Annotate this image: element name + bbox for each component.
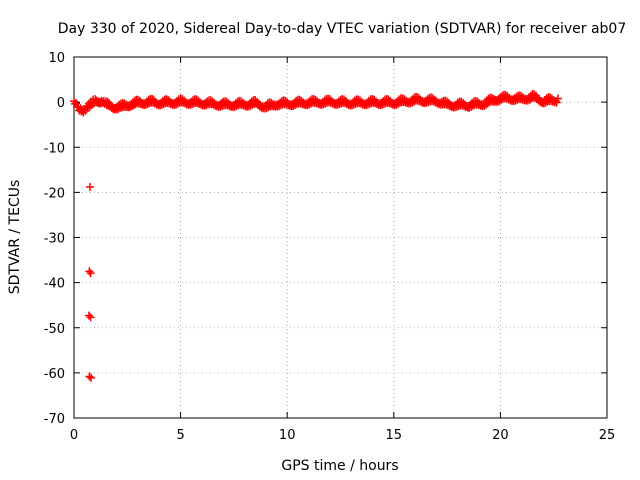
data-point (379, 99, 388, 108)
chart-title: Day 330 of 2020, Sidereal Day-to-day VTE… (58, 21, 627, 37)
y-axis-label: SDTVAR / TECUs (7, 180, 23, 295)
data-point (275, 102, 284, 111)
data-point (321, 99, 330, 108)
outlier-point (86, 269, 95, 278)
plot-frame (73, 56, 608, 419)
data-point (305, 100, 314, 109)
data-point (251, 96, 260, 105)
y-tick-label: -40 (44, 277, 65, 292)
outlier-point (85, 182, 94, 191)
data-point (157, 100, 166, 109)
data-point (319, 100, 328, 109)
data-point (246, 101, 255, 110)
data-point (172, 100, 181, 109)
outlier-point (85, 372, 94, 381)
y-tick-label: -10 (44, 141, 65, 156)
x-tick-label: 25 (599, 428, 616, 443)
data-point (530, 90, 539, 99)
y-tick-label: -30 (44, 232, 65, 247)
data-point (291, 101, 300, 110)
x-axis-label: GPS time / hours (281, 458, 398, 474)
y-tick-label: -50 (44, 322, 65, 337)
grid-lines (74, 57, 607, 418)
data-point (349, 100, 358, 109)
data-point (553, 94, 562, 103)
data-point (469, 101, 478, 110)
outlier-point (84, 311, 93, 320)
outlier-point (87, 373, 96, 382)
x-tick-label: 20 (492, 428, 509, 443)
data-point (143, 99, 152, 108)
y-tick-label: 0 (57, 96, 65, 111)
x-axis-ticks: 0 5 10 15 20 25 (70, 57, 615, 443)
y-tick-label: -70 (44, 412, 65, 427)
data-point (408, 98, 417, 107)
data-point (511, 96, 520, 105)
x-tick-label: 15 (386, 428, 403, 443)
outlier-point (86, 313, 95, 322)
x-tick-label: 10 (279, 428, 296, 443)
x-tick-label: 0 (70, 428, 78, 443)
data-point (378, 100, 387, 109)
outlier-point (85, 267, 94, 276)
data-point (232, 102, 241, 111)
data-point (276, 101, 285, 110)
data-point (541, 98, 550, 107)
data-point (364, 100, 373, 109)
data-point (452, 102, 461, 111)
y-tick-label: -60 (44, 367, 65, 382)
data-points (70, 90, 562, 382)
y-tick-label: 10 (48, 51, 65, 66)
data-point (394, 99, 403, 108)
data-point (552, 98, 561, 107)
y-tick-label: -20 (44, 186, 65, 201)
data-point (539, 99, 548, 108)
x-tick-label: 5 (176, 428, 184, 443)
data-point (173, 99, 182, 108)
